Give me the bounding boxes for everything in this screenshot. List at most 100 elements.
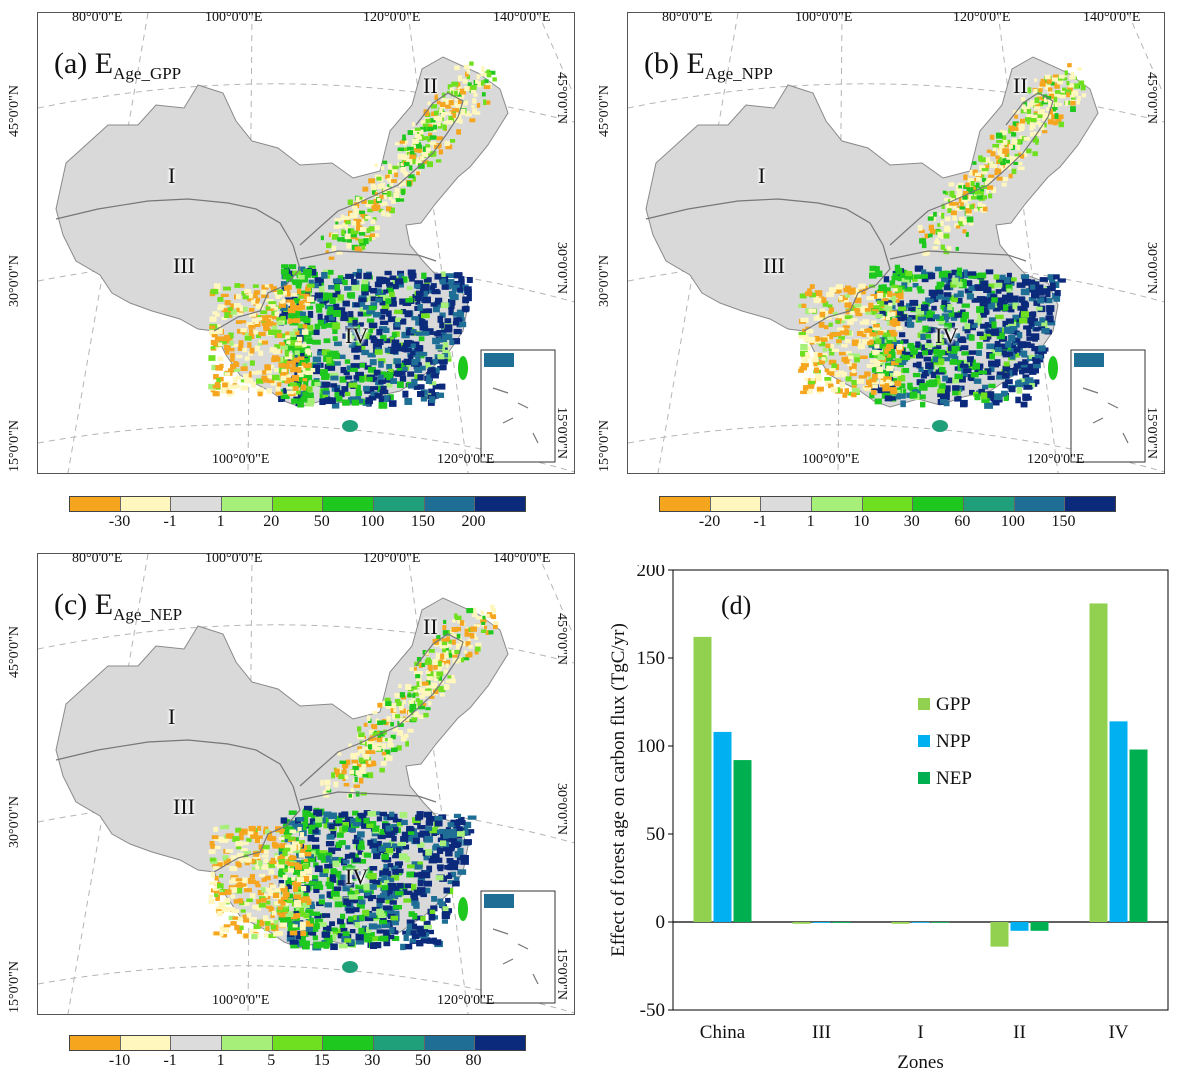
y-tick-label: 150 xyxy=(637,648,666,669)
zone-boundaries xyxy=(645,92,1054,332)
legend-swatch xyxy=(812,497,863,511)
lat-label-right: 15°0'0"N xyxy=(1144,407,1159,459)
forest-effect-pixels xyxy=(798,63,1086,432)
lon-label-top: 140°0'0"E xyxy=(1083,10,1141,25)
legend-swatch xyxy=(374,1036,425,1050)
zone-boundaries xyxy=(55,92,464,332)
legend-swatch xyxy=(70,497,121,511)
bar-nep-iii xyxy=(832,922,851,923)
legend-swatch xyxy=(222,497,273,511)
legend-label: 150 xyxy=(1051,513,1076,530)
south-china-sea-inset xyxy=(1070,349,1146,463)
bar-nep-china xyxy=(733,760,752,922)
legend-label: 100 xyxy=(1000,513,1025,530)
legend-label: 100 xyxy=(360,513,385,530)
lon-label-bottom: 120°0'0"E xyxy=(437,993,495,1008)
bar-gpp-iii xyxy=(792,922,811,924)
lat-label-left: 15°0'0"N xyxy=(7,420,22,472)
legend-swatch xyxy=(710,497,762,511)
x-axis-label: Zones xyxy=(897,1052,943,1073)
lon-label-top: 140°0'0"E xyxy=(493,10,551,25)
bar-nep-ii xyxy=(1030,922,1049,931)
bar-npp-ii xyxy=(1010,922,1029,931)
lat-label-left: 30°0'0"N xyxy=(7,796,22,848)
legend-swatch xyxy=(70,1036,121,1050)
legend-label: -1 xyxy=(753,513,767,530)
lat-label-right: 15°0'0"N xyxy=(554,948,569,1000)
lat-label-left: 45°0'0"N xyxy=(7,85,22,137)
legend-label: 1 xyxy=(216,1052,225,1069)
legend-swatch xyxy=(374,497,425,511)
lon-label-bottom: 100°0'0"E xyxy=(802,452,860,467)
map-panel-c: (c) EAge_NEP I II III IV xyxy=(37,553,575,1015)
legend-swatch xyxy=(964,497,1015,511)
zone-label-iii: III xyxy=(173,794,195,819)
lat-label-right: 30°0'0"N xyxy=(554,783,569,835)
legend-label: -10 xyxy=(108,1052,131,1069)
lon-label-top: 80°0'0"E xyxy=(72,10,123,25)
map-panel-b: (b) EAge_NPP I II III IV xyxy=(627,12,1165,474)
zone-label-ii: II xyxy=(423,614,438,639)
legend-label: 5 xyxy=(267,1052,276,1069)
legend-label: 30 xyxy=(903,513,920,530)
legend-label-npp: NPP xyxy=(936,731,971,752)
lat-label-right: 30°0'0"N xyxy=(554,242,569,294)
legend-swatch-nep xyxy=(918,772,930,784)
legend-swatch xyxy=(424,1036,476,1050)
china-landmass xyxy=(645,56,1099,408)
lat-label-left: 15°0'0"N xyxy=(597,420,612,472)
legend-label: 10 xyxy=(853,513,870,530)
zone-label-iii: III xyxy=(173,253,195,278)
legend-swatch xyxy=(272,497,324,511)
legend-swatch xyxy=(913,497,965,511)
lat-label-left: 15°0'0"N xyxy=(7,961,22,1013)
china-map-a xyxy=(38,13,574,473)
south-china-sea-inset xyxy=(480,890,556,1004)
lat-label-left: 45°0'0"N xyxy=(7,626,22,678)
zone-label-iii: III xyxy=(763,253,785,278)
legend-label: 200 xyxy=(461,513,486,530)
x-tick-label: IV xyxy=(1108,1022,1128,1043)
y-axis-label: Effect of forest age on carbon flux (TgC… xyxy=(608,623,629,957)
legend-swatch xyxy=(120,1036,172,1050)
lon-label-bottom: 100°0'0"E xyxy=(212,452,270,467)
x-tick-label: III xyxy=(812,1022,831,1043)
lon-label-top: 100°0'0"E xyxy=(795,10,853,25)
legend-label: 150 xyxy=(410,513,435,530)
bar-npp-iv xyxy=(1109,721,1128,922)
legend-colorbar-b xyxy=(659,496,1116,512)
china-map-c xyxy=(38,554,574,1014)
zone-boundaries xyxy=(55,633,464,873)
legend-label: -20 xyxy=(698,513,721,530)
legend-label: 80 xyxy=(465,1052,482,1069)
zone-label-iv: IV xyxy=(345,864,369,889)
legend-swatch xyxy=(1065,497,1116,511)
legend-swatch xyxy=(475,497,526,511)
legend-swatch xyxy=(120,497,172,511)
legend-label-nep: NEP xyxy=(936,768,972,789)
zone-label-ii: II xyxy=(423,73,438,98)
south-china-sea-inset xyxy=(480,349,556,463)
y-tick-label: 100 xyxy=(637,736,666,757)
x-tick-label: China xyxy=(700,1022,746,1043)
lat-label-right: 15°0'0"N xyxy=(554,407,569,459)
zone-label-i: I xyxy=(168,704,176,729)
legend-label: 15 xyxy=(313,1052,330,1069)
legend-label: -30 xyxy=(108,513,131,530)
legend-swatch-gpp xyxy=(918,698,930,710)
legend-swatch xyxy=(323,1036,375,1050)
china-landmass xyxy=(55,597,509,949)
lon-label-bottom: 100°0'0"E xyxy=(212,993,270,1008)
zone-label-iv: IV xyxy=(935,323,959,348)
legend-swatch xyxy=(761,497,813,511)
legend-swatch xyxy=(424,497,476,511)
y-tick-label: -50 xyxy=(640,1000,665,1021)
zone-label-i: I xyxy=(168,163,176,188)
lon-label-top: 140°0'0"E xyxy=(493,551,551,566)
bar-nep-i xyxy=(931,922,950,923)
bar-npp-iii xyxy=(812,922,831,923)
legend-swatch xyxy=(1014,497,1066,511)
lat-label-right: 45°0'0"N xyxy=(554,613,569,665)
legend-label: 30 xyxy=(364,1052,381,1069)
legend-label: 50 xyxy=(414,1052,431,1069)
